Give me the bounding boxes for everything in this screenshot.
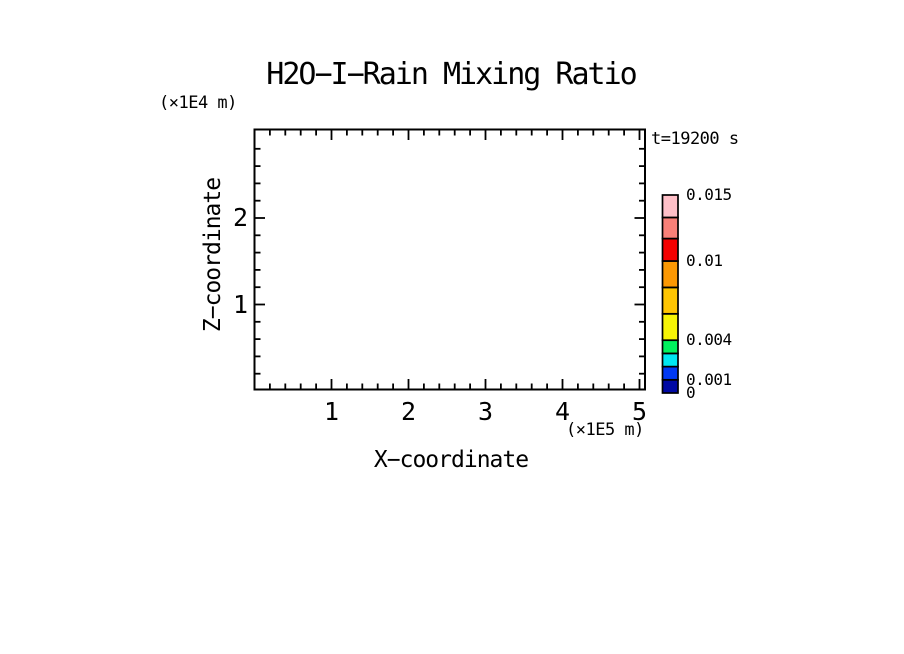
plot-frame	[253, 128, 646, 391]
colorbar-tick-label: 0.015	[686, 185, 732, 204]
x-tick-label: 1	[323, 397, 340, 426]
x-tick-label: 3	[477, 397, 494, 426]
colorbar-cell	[661, 339, 679, 355]
colorbar-tick-label: 0.001	[686, 369, 732, 389]
colorbar-cell	[661, 260, 679, 289]
colorbar-tick-label: 0.01	[686, 251, 723, 270]
y-tick-label: 2	[232, 203, 248, 232]
x-tick-label: 2	[400, 397, 417, 426]
x-axis-unit-label: (×1E5 m)	[566, 420, 644, 440]
colorbar-cell	[661, 312, 679, 342]
colorbar-cell	[661, 194, 679, 219]
colorbar-tick-label: 0	[686, 383, 696, 402]
chart-title: H2O−I−Rain Mixing Ratio	[266, 57, 637, 92]
colorbar-cell	[661, 378, 679, 394]
colorbar-cell	[661, 286, 679, 315]
colorbar-cell	[661, 365, 679, 381]
colorbar-tick-label: 0.004	[686, 330, 732, 350]
colorbar-cell	[661, 352, 679, 368]
y-tick-label: 1	[232, 289, 248, 319]
y-axis-unit-label: (×1E4 m)	[159, 93, 237, 113]
colorbar-cell	[661, 216, 679, 240]
colorbar-cell	[661, 237, 679, 262]
x-tick-label: 4	[554, 397, 571, 426]
x-tick-label: 5	[631, 397, 648, 426]
x-axis-title: X−coordinate	[373, 447, 529, 473]
time-annotation: t=19200 s	[651, 129, 739, 149]
